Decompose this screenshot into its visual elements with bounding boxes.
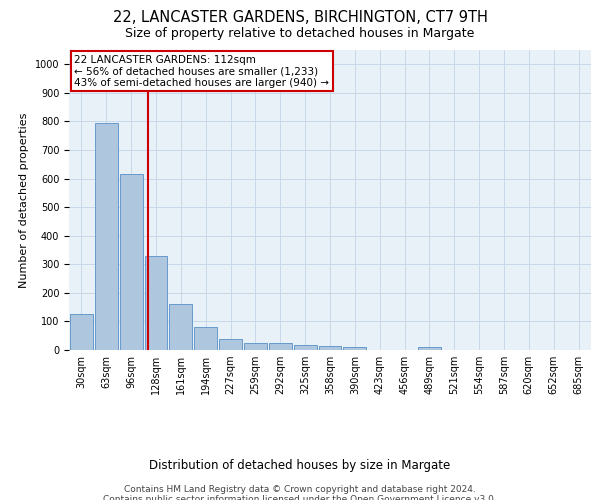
Bar xyxy=(120,174,143,350)
Y-axis label: Number of detached properties: Number of detached properties xyxy=(19,112,29,288)
Bar xyxy=(294,345,317,350)
Text: Distribution of detached houses by size in Margate: Distribution of detached houses by size … xyxy=(149,460,451,472)
Text: 22, LANCASTER GARDENS, BIRCHINGTON, CT7 9TH: 22, LANCASTER GARDENS, BIRCHINGTON, CT7 … xyxy=(113,10,487,25)
Bar xyxy=(219,338,242,350)
Bar xyxy=(319,346,341,350)
Bar xyxy=(194,327,217,350)
Text: Contains HM Land Registry data © Crown copyright and database right 2024.: Contains HM Land Registry data © Crown c… xyxy=(124,485,476,494)
Text: 22 LANCASTER GARDENS: 112sqm
← 56% of detached houses are smaller (1,233)
43% of: 22 LANCASTER GARDENS: 112sqm ← 56% of de… xyxy=(74,54,329,88)
Bar xyxy=(95,123,118,350)
Bar xyxy=(145,256,167,350)
Text: Contains public sector information licensed under the Open Government Licence v3: Contains public sector information licen… xyxy=(103,495,497,500)
Bar xyxy=(169,304,192,350)
Bar xyxy=(343,348,366,350)
Bar xyxy=(244,343,267,350)
Text: Size of property relative to detached houses in Margate: Size of property relative to detached ho… xyxy=(125,28,475,40)
Bar xyxy=(70,314,93,350)
Bar xyxy=(418,347,441,350)
Bar xyxy=(269,343,292,350)
